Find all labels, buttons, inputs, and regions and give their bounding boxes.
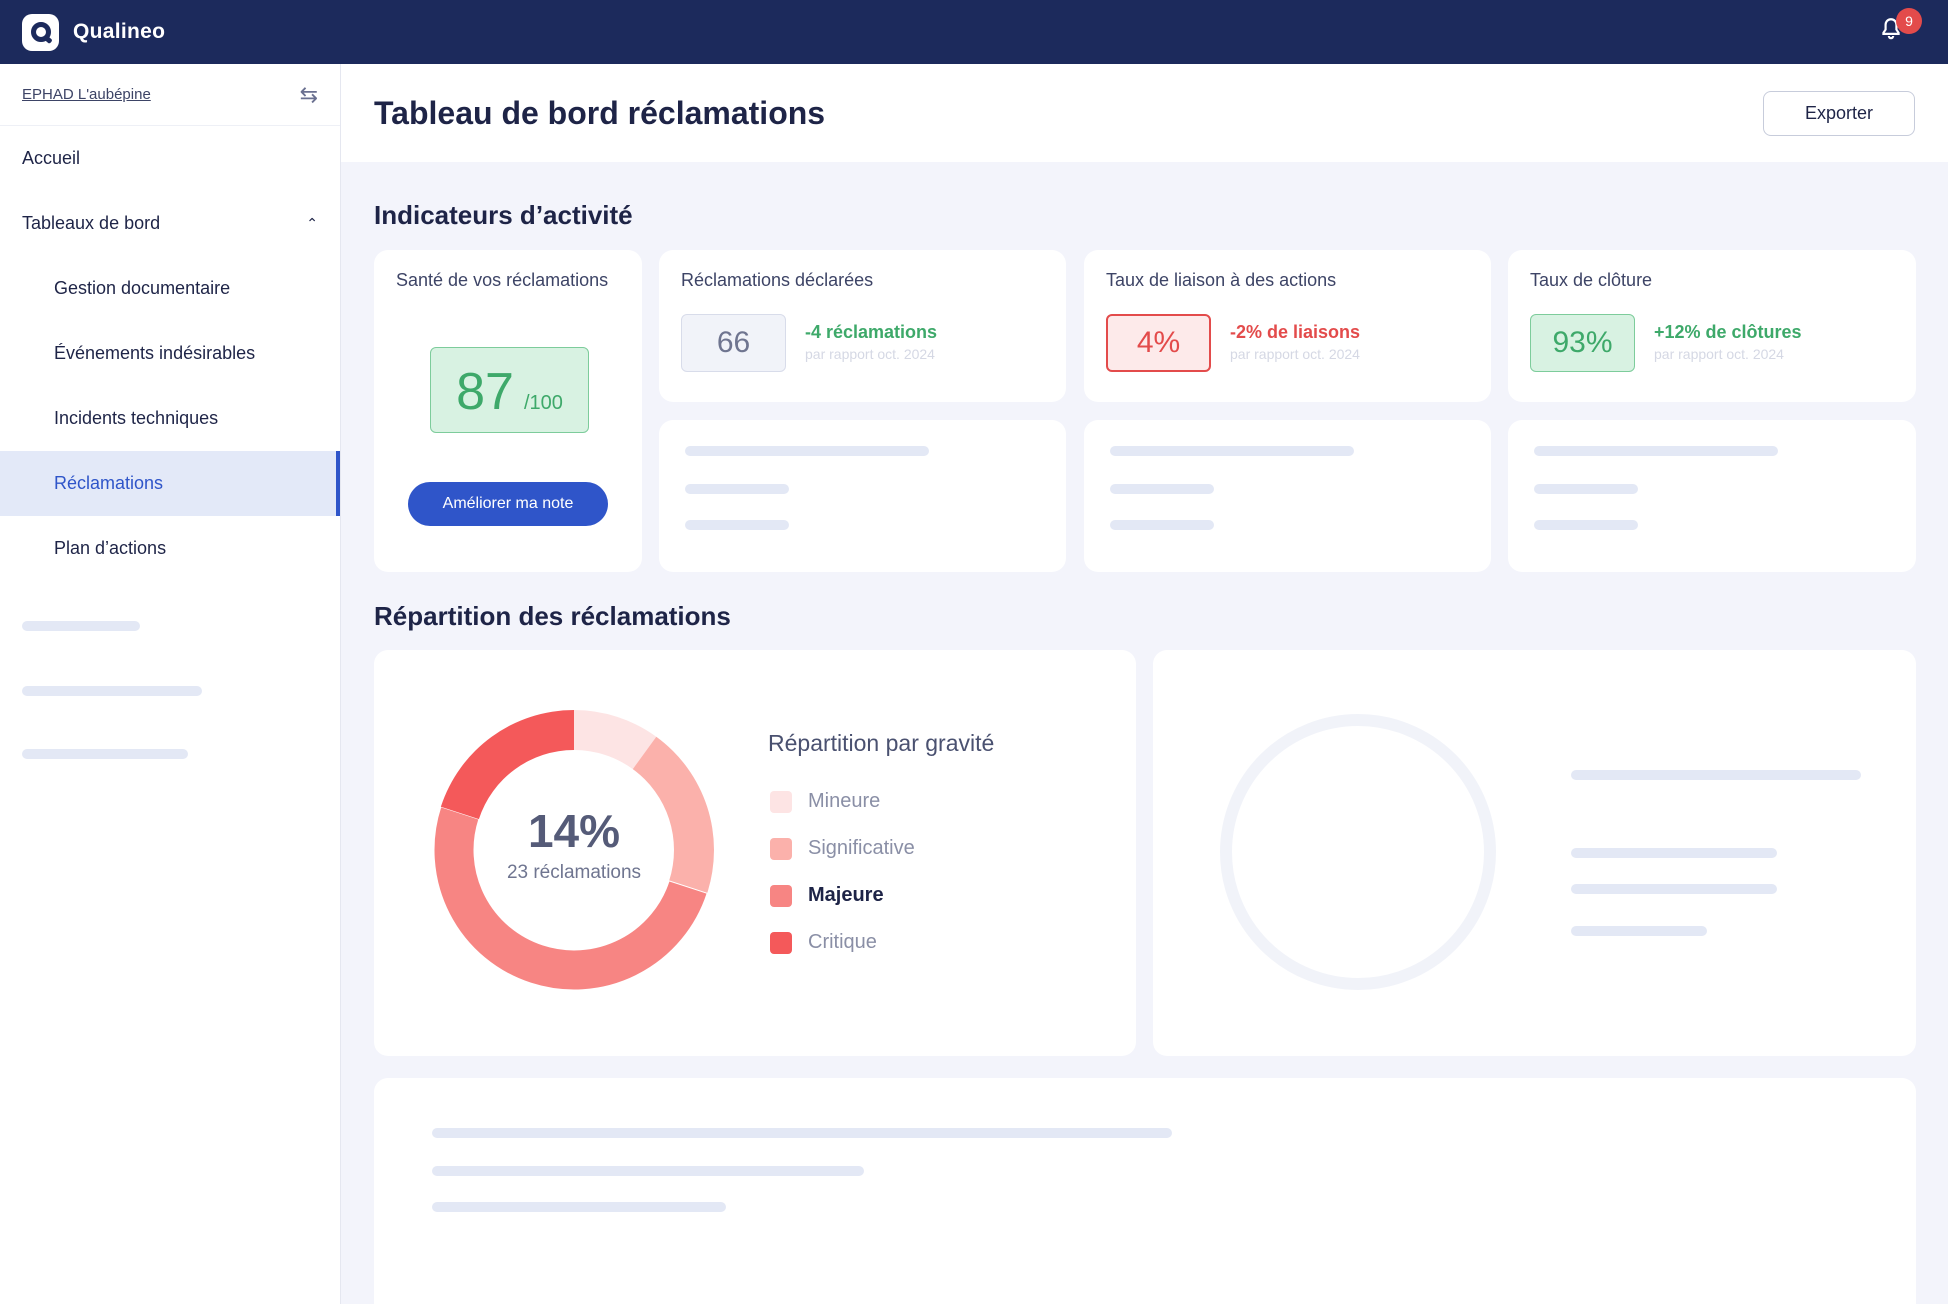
- placeholder-chart-card: [1153, 650, 1916, 1056]
- legend-label: Critique: [808, 931, 877, 953]
- sidebar-item-label: Accueil: [22, 148, 81, 168]
- legend-label: Significative: [808, 837, 915, 859]
- sidebar-item-label: Plan d’actions: [54, 538, 167, 558]
- skeleton-line: [1571, 884, 1777, 894]
- placeholder-circle: [1220, 714, 1496, 990]
- skeleton-line: [1534, 484, 1638, 494]
- skeleton-line: [22, 749, 188, 759]
- health-score: 87 /100: [430, 347, 589, 433]
- export-button[interactable]: Exporter: [1763, 91, 1915, 136]
- kpi-card-cloture: Taux de clôture 93% +12% de clôtures par…: [1508, 250, 1916, 402]
- kpi-value: 4%: [1106, 314, 1211, 372]
- qualineo-logo-icon: [22, 13, 59, 51]
- skeleton-line: [432, 1202, 726, 1212]
- kpi-card-liaison: Taux de liaison à des actions 4% -2% de …: [1084, 250, 1491, 402]
- skeleton-line: [1110, 520, 1214, 530]
- kpi-delta: -4 réclamations: [805, 322, 938, 342]
- skeleton-line: [685, 484, 789, 494]
- donut-center: 14% 23 réclamations: [464, 804, 684, 884]
- kpi-comparison: par rapport oct. 2024: [805, 346, 935, 362]
- skeleton-line: [685, 520, 789, 530]
- severity-donut-chart: [433, 710, 714, 991]
- placeholder-card: [1508, 420, 1916, 572]
- health-card: Santé de vos réclamations 87 /100 Amélio…: [374, 250, 642, 572]
- health-label: Santé de vos réclamations: [396, 270, 609, 290]
- sidebar-item-evenements-indesirables[interactable]: Événements indésirables: [0, 321, 340, 386]
- health-score-value: 87: [456, 363, 514, 421]
- sidebar-item-incidents-techniques[interactable]: Incidents techniques: [0, 386, 340, 451]
- legend-swatch: [770, 790, 792, 813]
- legend-swatch: [770, 837, 792, 860]
- page-header: Tableau de bord réclamations Exporter: [341, 64, 1948, 162]
- placeholder-card: [1084, 420, 1491, 572]
- legend-item-mineure[interactable]: Mineure: [770, 790, 880, 813]
- donut-slice-majeure[interactable]: [433, 806, 708, 991]
- sidebar-item-plan-actions[interactable]: Plan d’actions: [0, 516, 340, 581]
- activity-section-title: Indicateurs d’activité: [374, 200, 633, 230]
- legend-item-critique[interactable]: Critique: [770, 931, 877, 954]
- sidebar-item-gestion-documentaire[interactable]: Gestion documentaire: [0, 256, 340, 321]
- skeleton-line: [1571, 848, 1777, 858]
- sidebar-item-tableaux-de-bord[interactable]: Tableaux de bord ⌃: [0, 191, 340, 256]
- kpi-value: 93%: [1530, 314, 1635, 372]
- kpi-label: Réclamations déclarées: [681, 270, 874, 290]
- health-score-max: /100: [523, 392, 563, 414]
- skeleton-line: [1571, 926, 1707, 936]
- sidebar: EPHAD L'aubépine ⇆ Accueil Tableaux de b…: [0, 64, 341, 1304]
- legend-swatch: [770, 884, 792, 907]
- kpi-card-reclamations: Réclamations déclarées 66 -4 réclamation…: [659, 250, 1066, 402]
- chevron-up-icon: ⌃: [306, 215, 318, 231]
- legend-swatch: [770, 931, 792, 954]
- skeleton-line: [22, 686, 202, 696]
- swap-icon[interactable]: ⇆: [299, 81, 318, 107]
- placeholder-wide-card: [374, 1078, 1916, 1304]
- placeholder-card: [659, 420, 1066, 572]
- sidebar-item-label: Événements indésirables: [54, 343, 256, 363]
- kpi-label: Taux de clôture: [1530, 270, 1653, 290]
- donut-slice-significative[interactable]: [632, 736, 714, 894]
- sidebar-item-label: Réclamations: [54, 473, 164, 493]
- kpi-comparison: par rapport oct. 2024: [1654, 346, 1784, 362]
- sidebar-item-reclamations[interactable]: Réclamations: [0, 451, 340, 516]
- legend-item-significative[interactable]: Significative: [770, 837, 915, 860]
- bell-icon: [1882, 18, 1900, 40]
- organization-name[interactable]: EPHAD L'aubépine: [22, 86, 151, 103]
- notifications-button[interactable]: 9: [1878, 8, 1922, 46]
- skeleton-line: [1534, 520, 1638, 530]
- legend-label: Mineure: [808, 790, 881, 812]
- app-name: Qualineo: [73, 20, 166, 43]
- kpi-label: Taux de liaison à des actions: [1106, 270, 1337, 290]
- donut-center-value: 14%: [527, 805, 621, 857]
- legend-item-majeure[interactable]: Majeure: [770, 884, 884, 907]
- skeleton-line: [685, 446, 929, 456]
- chart-legend-title: Répartition par gravité: [768, 730, 995, 756]
- organization-selector[interactable]: EPHAD L'aubépine ⇆: [0, 64, 340, 126]
- skeleton-line: [22, 621, 140, 631]
- legend-label: Majeure: [808, 884, 884, 906]
- skeleton-line: [432, 1166, 864, 1176]
- donut-slice-mineure[interactable]: [574, 710, 657, 770]
- donut-center-label: 23 réclamations: [506, 862, 642, 883]
- notification-badge: 9: [1896, 8, 1922, 34]
- top-bar: Qualineo 9: [0, 0, 1948, 64]
- sidebar-item-accueil[interactable]: Accueil: [0, 126, 340, 191]
- kpi-comparison: par rapport oct. 2024: [1230, 346, 1360, 362]
- skeleton-line: [1534, 446, 1778, 456]
- kpi-value: 66: [681, 314, 786, 372]
- sidebar-item-label: Incidents techniques: [54, 408, 219, 428]
- skeleton-line: [1110, 446, 1354, 456]
- skeleton-line: [432, 1128, 1172, 1138]
- app-logo[interactable]: Qualineo: [22, 13, 166, 51]
- improve-score-button[interactable]: Améliorer ma note: [408, 482, 608, 526]
- skeleton-line: [1571, 770, 1861, 780]
- skeleton-line: [1110, 484, 1214, 494]
- donut-slice-critique[interactable]: [440, 710, 574, 820]
- distribution-section-title: Répartition des réclamations: [374, 601, 731, 631]
- page-title: Tableau de bord réclamations: [374, 94, 826, 131]
- severity-chart-card: 14% 23 réclamations Répartition par grav…: [374, 650, 1136, 1056]
- kpi-delta: -2% de liaisons: [1230, 322, 1361, 342]
- kpi-delta: +12% de clôtures: [1654, 322, 1802, 342]
- sidebar-item-label: Tableaux de bord: [22, 213, 161, 233]
- sidebar-item-label: Gestion documentaire: [54, 278, 231, 298]
